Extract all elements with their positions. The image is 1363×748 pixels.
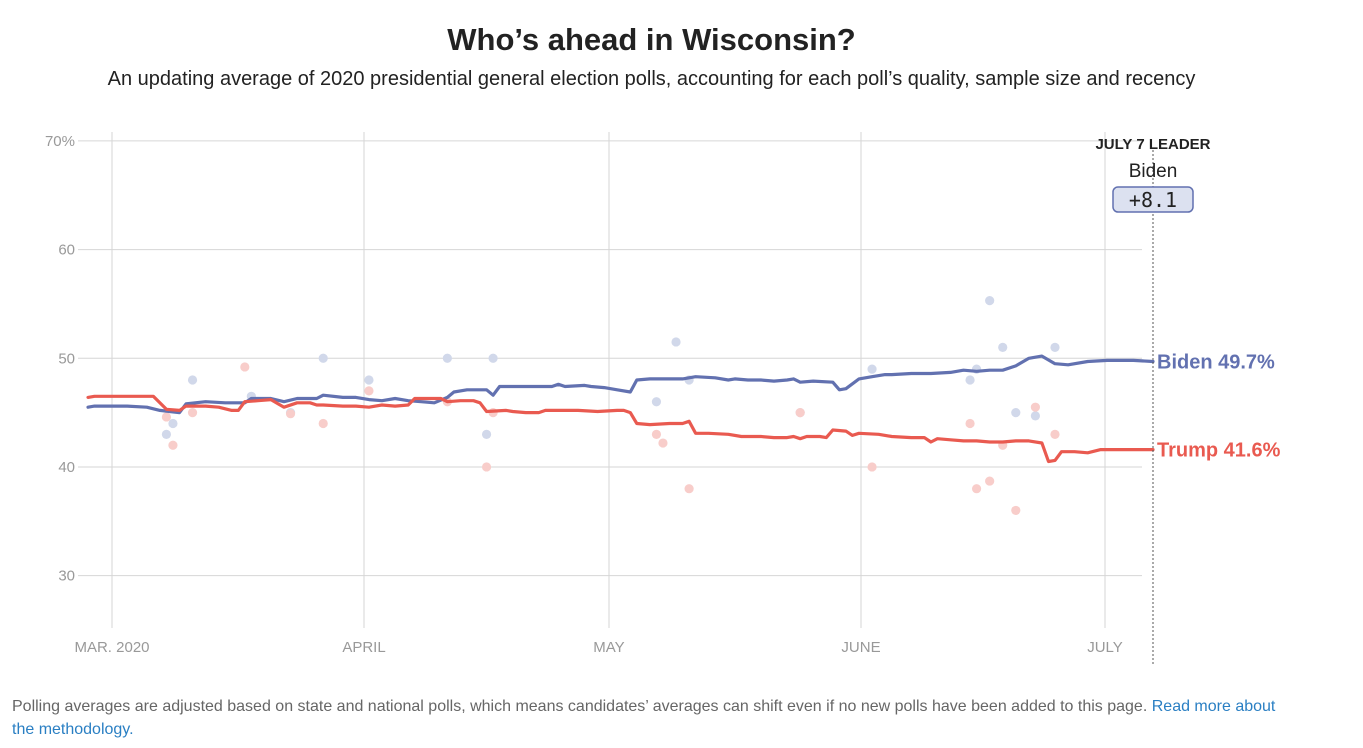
y-tick-label: 50	[58, 350, 75, 367]
trump-poll-dot	[651, 429, 662, 439]
biden-poll-dot	[187, 375, 198, 385]
x-tick-label: APRIL	[342, 639, 385, 656]
trump-poll-dot	[240, 362, 250, 372]
biden-poll-dot	[168, 418, 178, 429]
leader-margin-box	[1112, 186, 1194, 213]
leader-name: Biden	[1129, 161, 1178, 182]
x-tick-label: JULY	[1087, 639, 1123, 656]
trump-poll-dot	[285, 409, 296, 419]
axis-labels: 30 40 50 60 70% MAR. 2020 APRIL MAY JUNE JULY Bide…	[45, 133, 1281, 656]
biden-poll-dot	[481, 429, 492, 439]
biden-average-line	[86, 354, 1155, 415]
page-subtitle: An updating average of 2020 presidential…	[107, 68, 1196, 90]
biden-poll-dot	[442, 353, 452, 363]
x-tick-label: JUNE	[841, 639, 880, 656]
trump-poll-dot	[985, 476, 995, 486]
trump-poll-dot	[1050, 429, 1060, 439]
trump-poll-dot	[658, 438, 668, 448]
biden-poll-dot	[965, 375, 975, 385]
trump-poll-dot	[161, 412, 172, 422]
leader-heading: JULY 7 LEADER	[1095, 136, 1210, 153]
chart-grid	[78, 132, 1142, 628]
trump-poll-dot	[168, 440, 178, 450]
biden-poll-dot	[318, 353, 328, 363]
methodology-link[interactable]: Read more about the methodology.	[12, 698, 1276, 738]
trump-poll-dot	[965, 418, 975, 429]
polling-average-chart: 30 40 50 60 70% MAR. 2020 APRIL MAY JUNE JULY Bide…	[45, 132, 1281, 666]
trump-poll-dot	[795, 408, 805, 418]
trump-poll-dot	[1011, 505, 1021, 516]
biden-poll-dot	[364, 375, 374, 385]
biden-poll-dot	[998, 342, 1008, 352]
average-lines	[86, 354, 1155, 464]
biden-poll-dot	[488, 353, 498, 363]
biden-poll-dot	[1030, 411, 1040, 421]
biden-poll-dot	[867, 364, 877, 374]
biden-poll-dot	[161, 429, 172, 439]
trump-poll-dot	[364, 386, 374, 396]
trump-poll-dot	[318, 418, 328, 429]
page-title: Who’s ahead in Wisconsin?	[447, 22, 856, 57]
biden-end-label: Biden 49.7%	[1157, 352, 1275, 374]
leader-margin: +8.1	[1129, 188, 1177, 212]
biden-poll-dot	[1011, 408, 1021, 418]
leader-callout: JULY 7 LEADER Biden +8.1	[1095, 136, 1211, 666]
trump-poll-dot	[684, 484, 694, 494]
trump-poll-dot	[187, 408, 198, 418]
methodology-note: Polling averages are adjusted based on s…	[12, 695, 1302, 741]
y-tick-label: 40	[58, 459, 75, 476]
trump-end-label: Trump 41.6%	[1157, 440, 1281, 462]
trump-poll-dot	[971, 484, 982, 494]
trump-poll-dot	[867, 462, 877, 472]
biden-poll-dot	[671, 337, 681, 347]
y-tick-label: 60	[58, 242, 75, 259]
y-tick-label: 70%	[45, 133, 75, 150]
trump-poll-dot	[1030, 402, 1040, 412]
biden-poll-dot	[1050, 342, 1060, 352]
x-tick-label: MAY	[593, 639, 624, 656]
methodology-note-text: Polling averages are adjusted based on s…	[12, 698, 1148, 715]
y-tick-label: 30	[58, 568, 75, 585]
x-tick-label: MAR. 2020	[74, 639, 149, 656]
trump-average-line	[86, 394, 1155, 464]
trump-poll-dot	[481, 462, 492, 472]
biden-poll-dot	[985, 296, 995, 306]
biden-poll-dot	[651, 397, 662, 407]
poll-dots	[161, 296, 1060, 516]
